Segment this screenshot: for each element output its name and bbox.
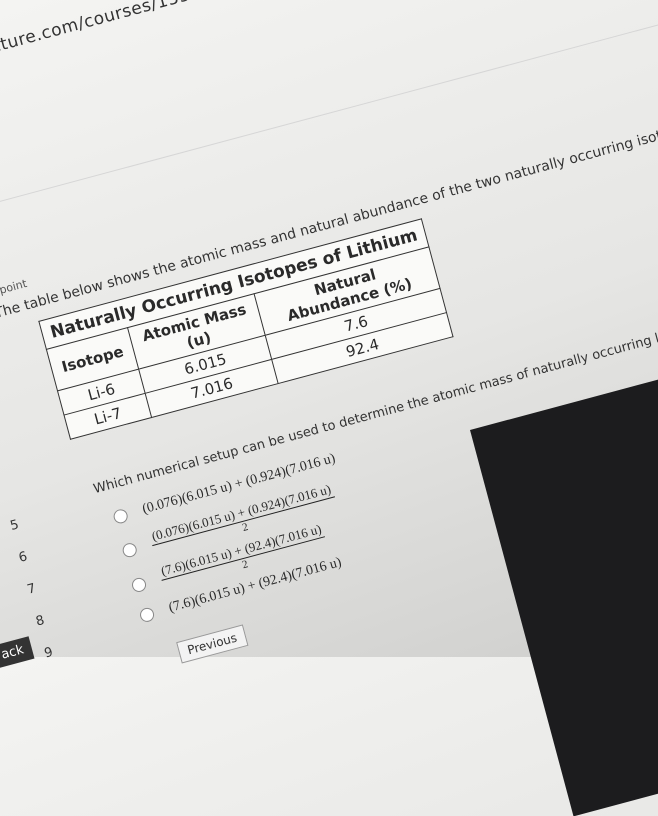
radio[interactable] <box>138 606 156 624</box>
denominator: 2 <box>241 520 250 534</box>
radio[interactable] <box>112 507 130 525</box>
points: 1 point <box>0 276 29 300</box>
question-number[interactable]: 7 <box>25 581 38 598</box>
divider <box>0 15 658 214</box>
previous-button[interactable]: Previous <box>176 624 249 664</box>
question-number[interactable]: 8 <box>34 612 47 630</box>
question-number[interactable]: 5 <box>8 517 21 534</box>
url[interactable]: structure.com/courses/155756/ext <box>0 0 259 67</box>
denominator: 2 <box>240 558 250 572</box>
radio[interactable] <box>130 575 148 594</box>
back-button[interactable]: ack <box>0 636 35 669</box>
radio[interactable] <box>121 541 139 559</box>
question-number[interactable]: 9 <box>42 644 55 662</box>
question-number[interactable]: 6 <box>17 549 30 566</box>
